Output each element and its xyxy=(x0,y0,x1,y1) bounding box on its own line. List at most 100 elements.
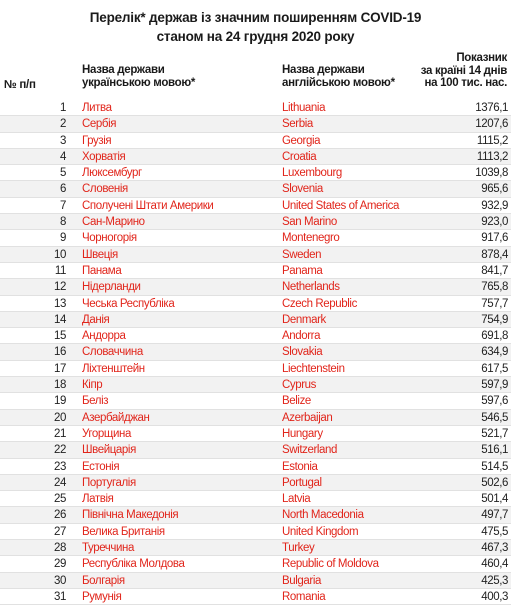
row-indicator-value: 521,7 xyxy=(481,427,508,440)
row-english-name: Luxembourg xyxy=(282,167,342,180)
table-row: 29 Республіка Молдова Republic of Moldova 4… xyxy=(0,556,511,573)
row-indicator-value: 460,4 xyxy=(481,558,508,571)
row-english-name: United Kingdom xyxy=(282,525,359,538)
row-number: 20 xyxy=(54,411,66,424)
row-ukrainian-name: Сербія xyxy=(82,118,117,131)
row-english-name: Liechtenstein xyxy=(282,362,345,375)
row-english-name: Estonia xyxy=(282,460,318,473)
country-table: 1 Литва Lithuania 1376,1 2 Сербія Serbia 1207,6… xyxy=(0,100,511,606)
header-ukrainian-name: Назва держави українською мовою* xyxy=(82,64,272,89)
header-ukrainian-name-line-2: українською мовою* xyxy=(82,76,196,89)
row-ukrainian-name: Латвія xyxy=(82,493,114,506)
row-ukrainian-name: Сан-Марино xyxy=(82,216,145,229)
row-number: 17 xyxy=(54,362,66,375)
row-number: 13 xyxy=(54,297,66,310)
row-number: 12 xyxy=(54,281,66,294)
row-english-name: Latvia xyxy=(282,493,311,506)
table-row: 6 Словенія Slovenia 965,6 xyxy=(0,181,511,199)
table-row: 22 Швейцарія Switzerland 516,1 xyxy=(0,442,511,459)
row-english-name: Slovakia xyxy=(282,346,323,359)
row-ukrainian-name: Чорногорія xyxy=(82,232,137,245)
row-english-name: Netherlands xyxy=(282,281,340,294)
row-english-name: Portugal xyxy=(282,476,322,489)
row-english-name: Turkey xyxy=(282,542,315,555)
row-number: 14 xyxy=(54,313,66,326)
row-ukrainian-name: Румунія xyxy=(82,590,122,603)
header-english-name-line-1: Назва держави xyxy=(282,64,365,76)
header-english-name-line-2: англійською мовою* xyxy=(282,76,395,89)
row-english-name: Denmark xyxy=(282,313,326,326)
row-number: 7 xyxy=(60,199,66,212)
row-ukrainian-name: Велика Британія xyxy=(82,525,165,538)
table-row: 30 Болгарія Bulgaria 425,3 xyxy=(0,572,511,590)
row-english-name: Hungary xyxy=(282,427,323,440)
table-row: 20 Азербайджан Azerbaijan 546,5 xyxy=(0,409,511,427)
row-english-name: Georgia xyxy=(282,134,321,147)
row-ukrainian-name: Естонія xyxy=(82,460,120,473)
row-indicator-value: 514,5 xyxy=(481,460,508,473)
table-row: 31 Румунія Romania 400,3 xyxy=(0,589,511,606)
row-indicator-value: 502,6 xyxy=(481,476,508,489)
page-title: Перелік* держав із значним поширенням CO… xyxy=(0,8,511,46)
row-indicator-value: 497,7 xyxy=(481,509,508,522)
row-indicator-value: 965,6 xyxy=(481,183,508,196)
row-indicator-value: 1115,2 xyxy=(476,134,508,147)
row-ukrainian-name: Республіка Молдова xyxy=(82,558,185,571)
table-row: 28 Туреччина Turkey 467,3 xyxy=(0,540,511,557)
row-indicator-value: 1376,1 xyxy=(475,102,508,114)
row-indicator-value: 691,8 xyxy=(481,330,508,343)
row-number: 1 xyxy=(60,102,66,114)
title-line-2: станом на 24 грудня 2020 року xyxy=(156,29,355,44)
row-ukrainian-name: Португалія xyxy=(82,476,136,489)
row-english-name: Azerbaijan xyxy=(282,411,333,424)
row-ukrainian-name: Чеська Республіка xyxy=(82,297,175,310)
row-english-name: Republic of Moldova xyxy=(282,558,379,571)
row-indicator-value: 757,7 xyxy=(481,297,508,310)
table-row: 18 Кіпр Cyprus 597,9 xyxy=(0,377,511,394)
row-ukrainian-name: Ліхтенштейн xyxy=(82,362,145,375)
row-ukrainian-name: Швеція xyxy=(82,248,118,261)
table-row: 26 Північна Македонія North Macedonia 497,7 xyxy=(0,507,511,525)
row-number: 29 xyxy=(54,558,66,571)
row-number: 10 xyxy=(54,248,66,261)
table-row: 23 Естонія Estonia 514,5 xyxy=(0,459,511,476)
row-indicator-value: 1039,8 xyxy=(475,167,508,180)
row-number: 25 xyxy=(54,493,66,506)
row-number: 8 xyxy=(60,216,66,229)
table-row: 8 Сан-Марино San Marino 923,0 xyxy=(0,214,511,231)
row-english-name: Croatia xyxy=(282,150,317,163)
table-row: 3 Грузія Georgia 1115,2 xyxy=(0,133,511,150)
row-english-name: Andorra xyxy=(282,330,321,343)
row-number: 2 xyxy=(60,118,66,131)
row-ukrainian-name: Сполучені Штати Америки xyxy=(82,199,214,212)
table-header: № п/п Назва держави українською мовою* Н… xyxy=(0,52,511,98)
table-row: 14 Данія Denmark 754,9 xyxy=(0,311,511,329)
header-english-name: Назва держави англійською мовою* xyxy=(282,64,402,89)
table-row: 4 Хорватія Croatia 1113,2 xyxy=(0,148,511,166)
row-number: 22 xyxy=(54,444,66,457)
header-number: № п/п xyxy=(4,79,36,91)
row-indicator-value: 878,4 xyxy=(481,248,508,261)
row-number: 28 xyxy=(54,542,66,555)
table-row: 7 Сполучені Штати Америки United States of… xyxy=(0,198,511,215)
row-ukrainian-name: Туреччина xyxy=(82,542,134,555)
row-number: 18 xyxy=(54,379,66,392)
row-english-name: Slovenia xyxy=(282,183,323,196)
table-row: 24 Португалія Portugal 502,6 xyxy=(0,474,511,492)
row-ukrainian-name: Болгарія xyxy=(82,574,125,587)
row-indicator-value: 467,3 xyxy=(481,542,508,555)
row-english-name: Serbia xyxy=(282,118,313,131)
row-number: 16 xyxy=(54,346,66,359)
row-indicator-value: 546,5 xyxy=(481,411,508,424)
table-row: 16 Словаччина Slovakia 634,9 xyxy=(0,344,511,362)
row-english-name: San Marino xyxy=(282,216,337,229)
row-ukrainian-name: Данія xyxy=(82,313,110,326)
row-english-name: United States of America xyxy=(282,199,399,212)
table-row: 17 Ліхтенштейн Liechtenstein 617,5 xyxy=(0,361,511,378)
row-ukrainian-name: Нідерланди xyxy=(82,281,141,294)
row-ukrainian-name: Швейцарія xyxy=(82,444,136,457)
row-indicator-value: 1113,2 xyxy=(476,150,508,163)
row-indicator-value: 754,9 xyxy=(481,313,508,326)
row-english-name: Cyprus xyxy=(282,379,317,392)
row-indicator-value: 765,8 xyxy=(481,281,508,294)
